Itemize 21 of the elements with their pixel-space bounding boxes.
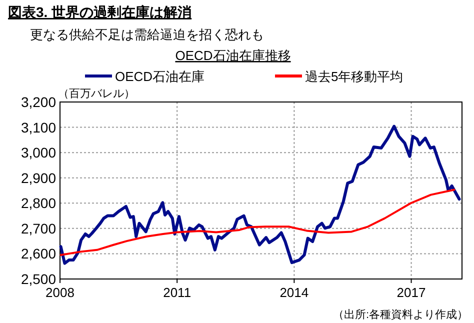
text: （出所:各種資料より作成） — [332, 308, 468, 321]
y-tick-label: 3,200 — [20, 94, 56, 110]
x-tick-label: 2014 — [280, 285, 309, 300]
y-tick-label: 2,500 — [20, 271, 56, 287]
legend-label: OECD石油在庫 — [115, 69, 205, 84]
chart-subtitle: 更なる供給不足は需給逼迫を招く恐れも — [30, 27, 264, 42]
x-tick-label: 2008 — [46, 285, 74, 300]
line-series — [60, 188, 456, 256]
text: OECD石油在庫推移 — [175, 48, 291, 63]
line-series — [59, 124, 461, 265]
x-tick-label: 2011 — [163, 285, 192, 300]
y-tick-label: 2,600 — [20, 246, 56, 262]
y-tick-label: 2,900 — [20, 170, 56, 186]
x-tick-label: 2017 — [396, 285, 426, 300]
y-axis-title: （百万バレル） — [58, 88, 135, 100]
chart-title: 図表3. 世界の過剰在庫は解消 — [8, 4, 192, 20]
legend-label: 過去5年移動平均 — [305, 69, 404, 84]
y-tick-label: 3,000 — [20, 144, 56, 161]
y-tick-label: 2,800 — [20, 195, 56, 212]
y-tick-label: 2,700 — [20, 220, 56, 236]
y-tick-label: 3,100 — [20, 119, 56, 136]
